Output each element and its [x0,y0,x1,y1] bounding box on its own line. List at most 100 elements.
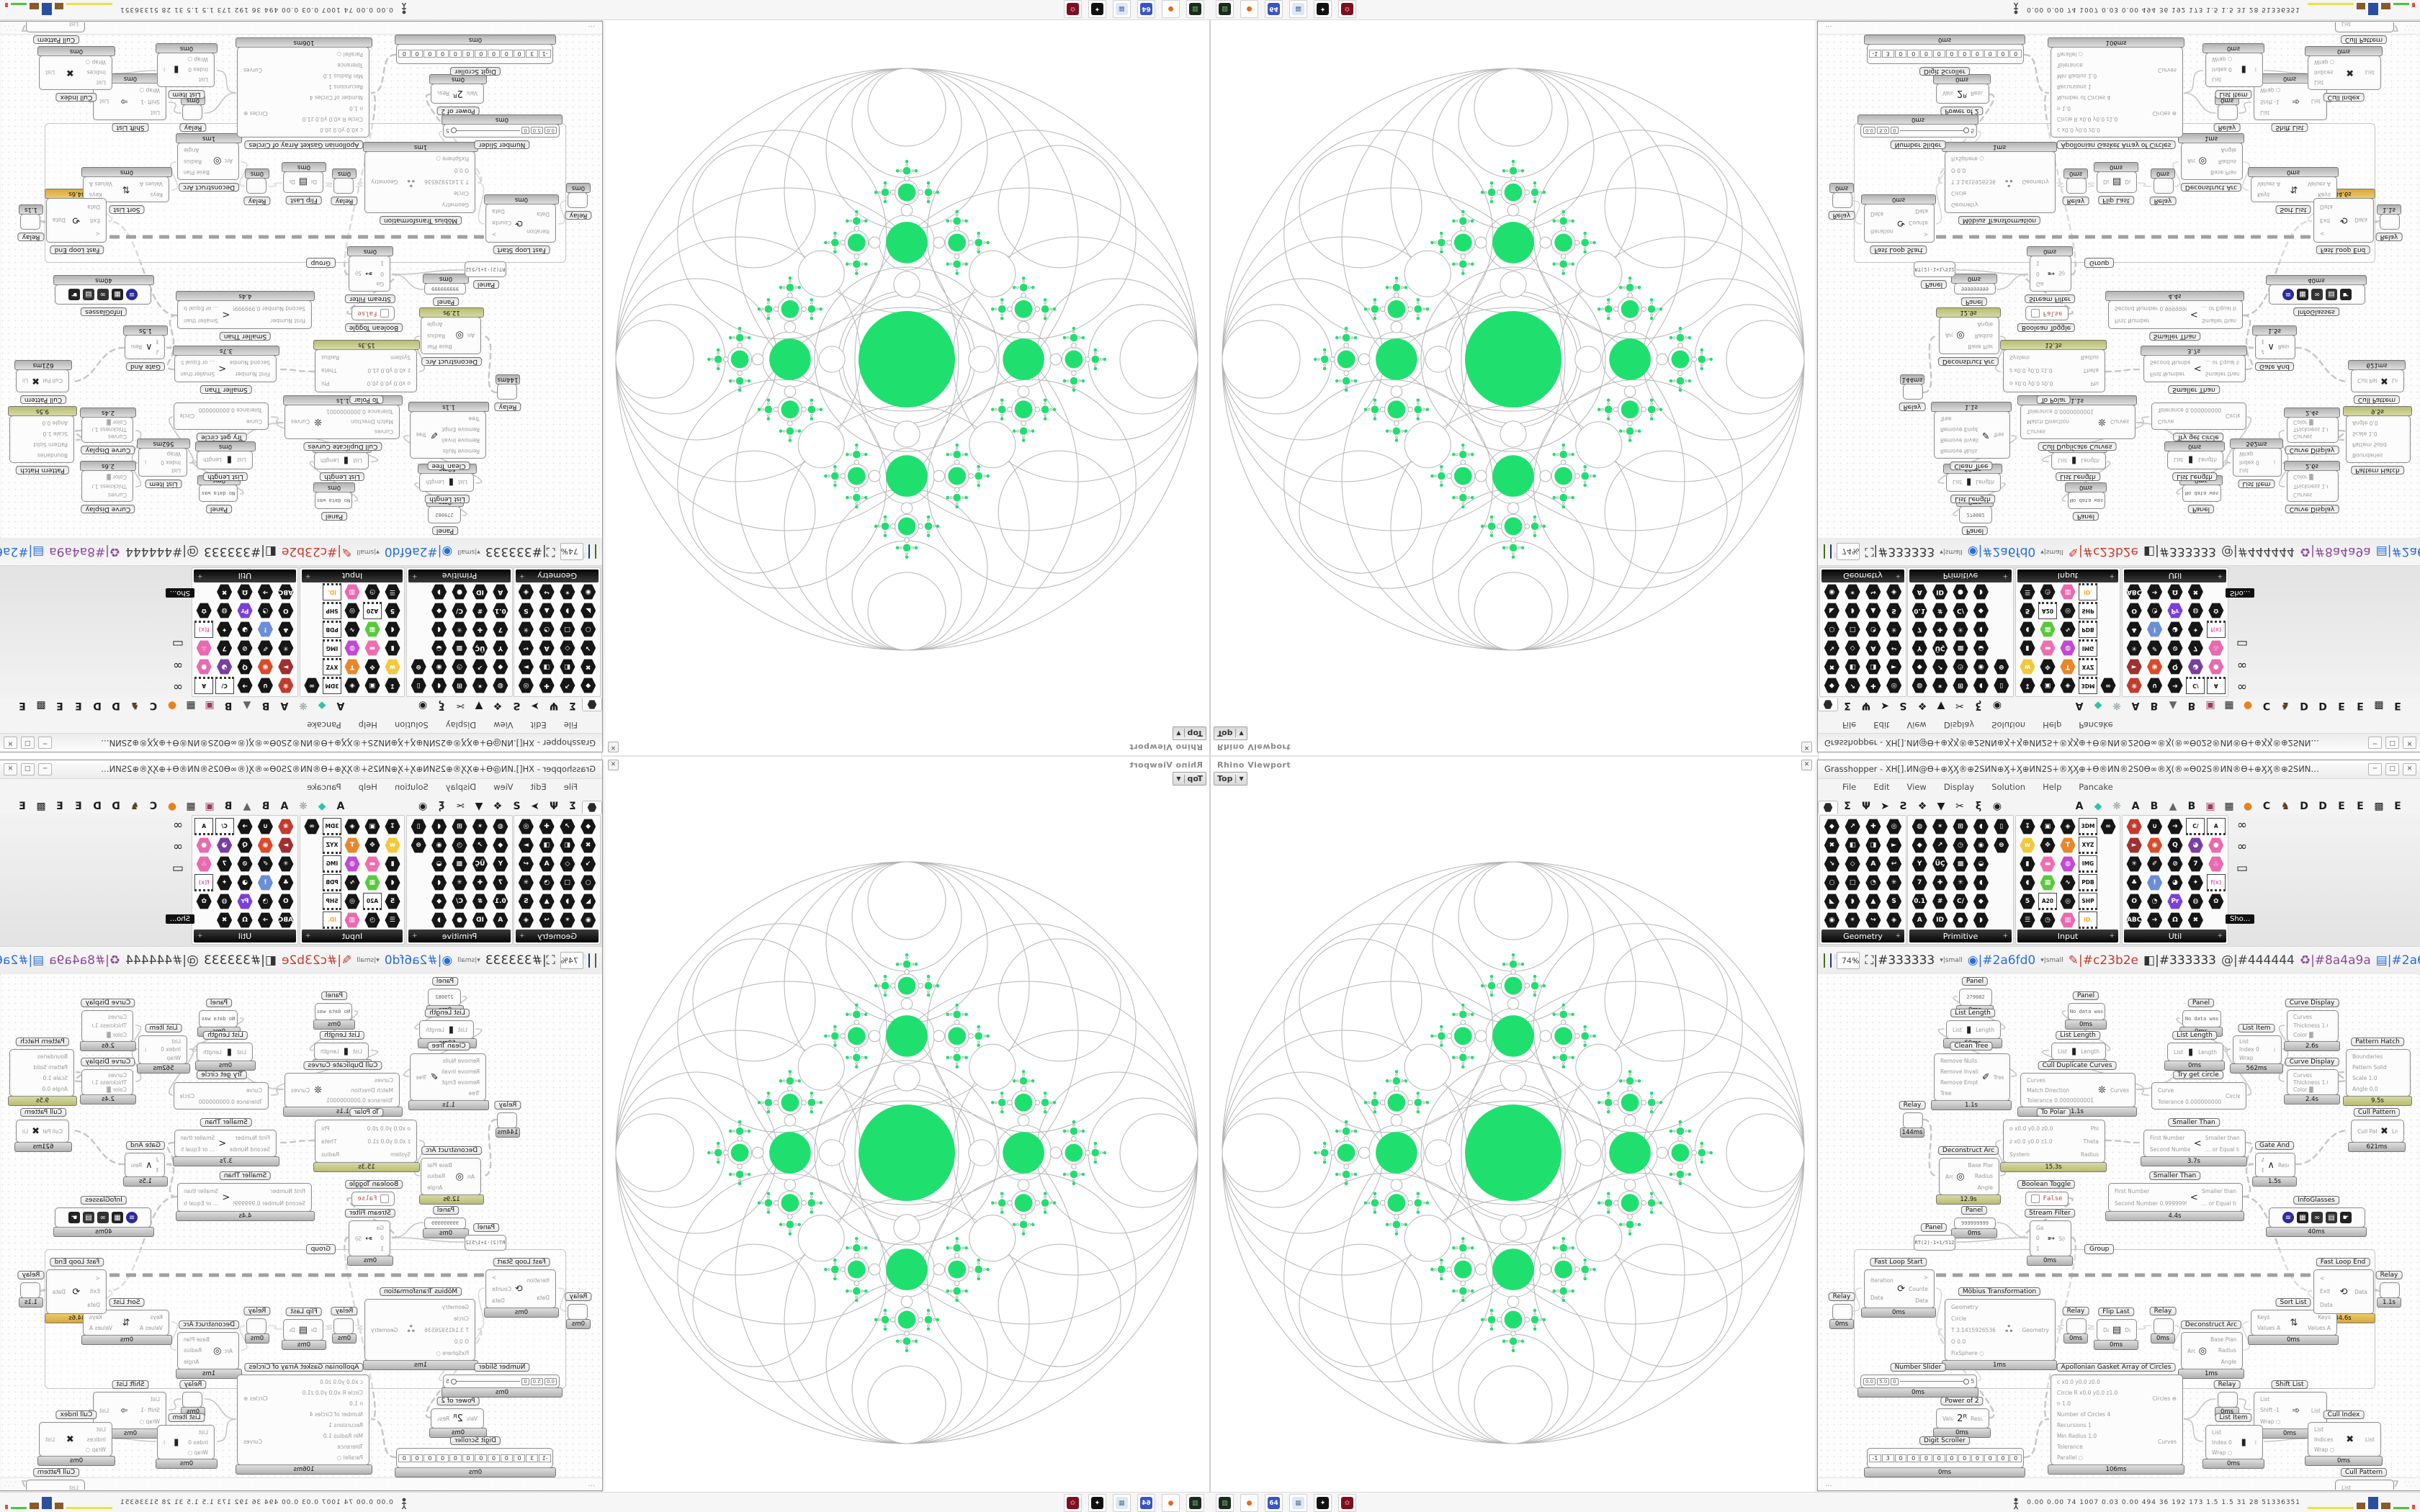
component-icon[interactable]: ◆ [431,603,447,618]
status-ellipsis[interactable]: ... [1825,1480,1832,1488]
component-icon[interactable]: ✳ [518,621,534,637]
gh-node-body[interactable]: List Indices Wrap ○ ✖ List [39,1422,112,1457]
component-icon[interactable]: 5 [2020,894,2035,909]
gh-node-cd1[interactable]: Curve Display Curves Thickness 1.0 Color ▓ 2… [2284,999,2340,1051]
tab-plugin-14[interactable]: E [75,801,82,812]
gh-node-body[interactable]: Data▤Data [283,1319,323,1341]
component-icon[interactable]: O [2126,603,2142,618]
component-icon[interactable]: ∞ [304,678,320,693]
zoom-level-combo[interactable]: 74% ▾ [560,952,583,969]
gh-node-body[interactable]: Curve Tolerance 0.0000000001 Circle [2151,402,2246,430]
component-icon[interactable]: ◎ [1886,819,1902,834]
menu-item-edit[interactable]: Edit [1873,782,1890,792]
terminal-app-icon[interactable]: ▥ [1186,0,1204,18]
menu-item-file[interactable]: File [1842,782,1857,792]
component-icon[interactable]: Y [1912,856,1927,872]
gh-canvas[interactable]: GroupPanel2790820msList LengthList▮Lengt… [1818,974,2419,1490]
component-icon[interactable]: ◨ [539,837,555,853]
gh-node-cd2[interactable]: Curve Display Curves Thickness 1.0 Color ▓ 2… [80,1058,136,1104]
component-icon[interactable]: ∿ [344,621,360,637]
digit-cell[interactable]: 0 [475,1454,488,1462]
gh-node-cullidx[interactable]: Cull Index List Indices Wrap ○ ✖ List 0ms [2305,1410,2383,1466]
tab-plugin-9[interactable]: ● [167,801,177,812]
tab-vector[interactable]: ➤ [1881,700,1889,711]
slider-track[interactable] [1899,127,1970,133]
tab-plugin-2[interactable]: ❋ [299,801,308,812]
component-icon[interactable]: ◕ [2187,659,2203,675]
component-icon[interactable]: XYZ [323,837,341,854]
component-icon[interactable]: ▦ [364,875,380,891]
component-icon[interactable]: SHP [323,602,341,619]
gh-node-body[interactable]: < Exit Data ⟲ Data [2313,198,2374,243]
component-icon[interactable]: ▩ [1953,640,1968,656]
gh-node-li2[interactable]: List Item List Index 0 Wrap ○ ▮ i 0ms [2202,1413,2264,1469]
gh-node-body[interactable]: AB∧Result [2255,335,2295,359]
gh-node-body[interactable]: No data was [2182,1010,2221,1027]
panel-group-label[interactable]: Input + [2017,930,2118,942]
extra-tool-icon[interactable]: ▭ [2236,861,2249,876]
gh-node-body[interactable]: IterationsData⟳>CounterData [485,204,556,243]
gh-node-body[interactable]: List Index 0 Wrap i [2233,1035,2282,1064]
component-icon[interactable]: Pr [237,894,253,909]
tab-plugin-13[interactable]: D [93,700,102,711]
calculator-icon[interactable]: ▦ [1289,0,1307,18]
digit-cell[interactable]: 0 [2009,1454,2022,1462]
gh-node-st2[interactable]: Smaller Than First Number Second Number 0.… [176,1171,315,1221]
component-icon[interactable]: ❀ [278,678,294,693]
component-icon[interactable]: ✚ [1865,678,1881,693]
gh-node-ll3[interactable]: List Length List ▮ Length 0ms [2164,441,2225,481]
tab-intersect[interactable]: ✂ [1955,801,1964,812]
gh-node-relayA[interactable]: Relay 0ms [179,1380,207,1417]
gh-node-body[interactable]: List ▮ Length [197,1043,253,1061]
tab-plugin-4[interactable]: B [261,700,270,711]
component-icon[interactable]: Y [1912,640,1927,656]
component-icon[interactable]: ➔ [257,584,273,600]
gh-node-body[interactable] [2218,1392,2238,1408]
component-icon[interactable]: ◷ [1953,659,1968,675]
gh-node-body[interactable]: o x0.0 y0.0 z0.0 z x0.0 y0.0 z1.0 System Ph… [2003,349,2105,392]
tab-plugin-4[interactable]: B [261,801,270,812]
tab-plugin-13[interactable]: D [93,801,102,812]
component-icon[interactable]: ◷ [1953,837,1968,853]
gh-node-pow2[interactable]: Power of 2Value2ᴿResult0ms [1933,1397,1991,1438]
gh-node-body[interactable]: c x0.0 y0.0 z0.0 Circle R x0.0 y0.0 z1.0 n… [237,1374,369,1465]
gh-node-body[interactable]: Curves Match Direction Tolerance 0.0000000… [284,1073,400,1107]
gh-node-panel999[interactable]: Panel 999999999 0ms [423,1206,469,1238]
boolean-toggle-control[interactable]: False [352,307,394,320]
paint-app-icon[interactable]: ✦ [1088,1494,1106,1512]
component-icon[interactable]: ! [257,621,273,637]
component-icon[interactable]: ▣ [364,678,380,693]
component-icon[interactable]: ▮ [2020,856,2035,872]
gh-node-body[interactable]: Data▤Data [2097,1319,2137,1341]
component-icon[interactable]: C/ [1953,603,1968,618]
tab-plugin-16[interactable]: ▩ [36,801,46,812]
component-icon[interactable]: ✳ [1953,621,1968,637]
gh-node-body[interactable]: List ▮ Length [197,451,253,469]
component-icon[interactable]: ▯ [411,678,426,693]
component-icon[interactable]: ◎ [344,603,360,618]
tab-sets[interactable]: Ψ [1862,700,1870,711]
status-ellipsis[interactable]: ... [588,24,595,32]
gh-node-pow2[interactable]: Power of 2Value2ᴿResult0ms [1933,74,1991,115]
tab-plugin-14[interactable]: E [75,700,82,711]
gh-node-body[interactable] [568,1304,588,1320]
component-icon[interactable]: ÜÇ [1932,640,1948,656]
gh-node-apollo[interactable]: Apollonian Gasket Array of Circles c x0.0… [2048,1363,2184,1475]
component-icon[interactable]: A20 [363,602,382,619]
close-button[interactable]: ✕ [4,763,17,775]
component-icon[interactable]: A [493,912,508,928]
component-icon[interactable]: ✴ [1845,584,1860,600]
component-icon[interactable]: ↩ [1886,856,1902,872]
viewport-close-button[interactable]: ✕ [1801,742,1812,752]
component-icon[interactable]: 7 [493,875,508,891]
component-icon[interactable]: ✚ [1932,875,1948,891]
gh-node-panel2[interactable]: Panel No data was 0ms [313,991,355,1030]
extra-tool-icon[interactable]: ∞ [172,658,184,672]
number-slider-control[interactable]: 0.0 5.0 0 5 [444,1375,559,1387]
component-icon[interactable]: XYZ [2079,658,2097,675]
gh-node-body[interactable]: Boundaries Pattern Solid Scale 1.0 Angle 0.… [2346,1049,2411,1097]
digit-cell[interactable]: 0 [1971,1454,1984,1462]
component-icon[interactable]: 3DM [323,677,341,694]
